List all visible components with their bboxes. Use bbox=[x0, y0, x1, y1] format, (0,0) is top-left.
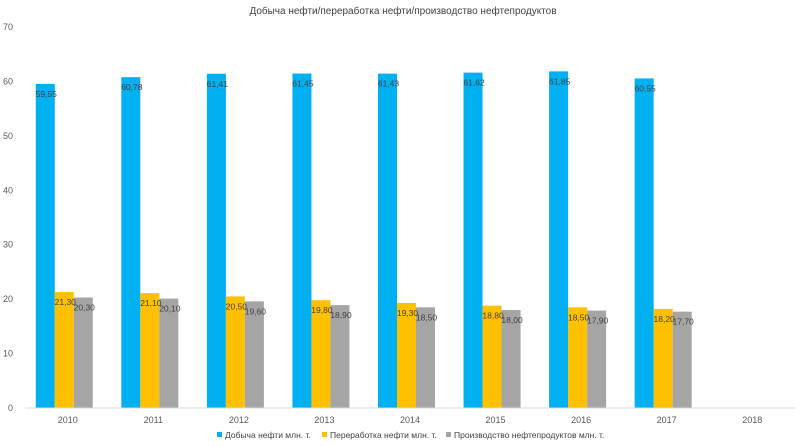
data-label: 20,30 bbox=[74, 303, 96, 313]
y-tick-label: 0 bbox=[8, 403, 13, 413]
data-label: 18,50 bbox=[568, 312, 590, 322]
data-labels: 59,55 60,78 61,41 61,45 61,43 61,62 61,85 60,55… bbox=[36, 76, 694, 326]
bar-series-2 bbox=[501, 310, 521, 408]
data-label: 61,62 bbox=[463, 78, 485, 88]
data-label: 19,80 bbox=[311, 305, 333, 315]
bar-series-1 bbox=[568, 307, 588, 408]
x-tick-label: 2017 bbox=[657, 415, 677, 425]
bar-series-1 bbox=[225, 296, 245, 408]
legend-swatch bbox=[217, 432, 222, 437]
data-label: 60,78 bbox=[121, 82, 143, 92]
bar-series-2 bbox=[73, 297, 93, 408]
legend: Добыча нефти млн. т. Переработка нефти мл… bbox=[217, 430, 604, 440]
x-axis-ticks: 2010 2011 2012 2013 2014 2015 2016 2017 2018 bbox=[58, 415, 762, 425]
x-tick-label: 2015 bbox=[486, 415, 506, 425]
data-label: 20,10 bbox=[159, 304, 181, 314]
y-tick-label: 20 bbox=[3, 294, 13, 304]
bar-series-0 bbox=[463, 72, 483, 408]
bar-series-2 bbox=[587, 310, 607, 408]
bar-series-1 bbox=[653, 308, 673, 408]
data-label: 60,55 bbox=[635, 83, 657, 93]
y-tick-label: 60 bbox=[3, 76, 13, 86]
x-tick-label: 2016 bbox=[571, 415, 591, 425]
bar-series-0 bbox=[35, 83, 55, 408]
data-label: 61,41 bbox=[207, 79, 229, 89]
x-tick-label: 2011 bbox=[144, 415, 163, 425]
data-label: 17,70 bbox=[673, 317, 695, 327]
bar-series-0 bbox=[292, 73, 312, 408]
data-label: 18,50 bbox=[416, 312, 438, 322]
bar-series-0 bbox=[206, 73, 226, 408]
y-tick-label: 30 bbox=[3, 240, 13, 250]
data-label: 18,00 bbox=[501, 315, 523, 325]
x-tick-label: 2012 bbox=[229, 415, 249, 425]
chart-title: Добыча нефти/переработка нефти/производс… bbox=[249, 5, 556, 17]
bar-series-0 bbox=[121, 77, 141, 409]
data-label: 59,55 bbox=[36, 89, 58, 99]
legend-swatch bbox=[322, 432, 327, 437]
x-tick-label: 2010 bbox=[58, 415, 78, 425]
bar-series-2 bbox=[159, 298, 179, 408]
bar-series-2 bbox=[416, 307, 435, 408]
legend-swatch bbox=[446, 432, 451, 437]
data-label: 61,45 bbox=[292, 79, 314, 89]
bar-series-0 bbox=[549, 71, 569, 408]
bar-series-1 bbox=[397, 302, 416, 408]
bar-series-1 bbox=[140, 293, 160, 408]
data-label: 18,20 bbox=[654, 314, 676, 324]
bar-series-1 bbox=[482, 305, 502, 408]
data-label: 19,30 bbox=[397, 308, 419, 318]
legend-label: Добыча нефти млн. т. bbox=[225, 430, 311, 440]
y-tick-label: 10 bbox=[3, 349, 13, 359]
data-label: 17,90 bbox=[587, 316, 609, 326]
y-tick-label: 70 bbox=[3, 22, 13, 32]
y-tick-label: 50 bbox=[3, 131, 13, 141]
x-tick-label: 2013 bbox=[314, 415, 334, 425]
bar-series-2 bbox=[330, 305, 350, 408]
data-label: 19,60 bbox=[245, 306, 267, 316]
data-label: 61,85 bbox=[549, 76, 571, 86]
data-label: 18,90 bbox=[330, 310, 352, 320]
bar-series-1 bbox=[311, 300, 331, 408]
y-axis-ticks: 0 10 20 30 40 50 60 70 bbox=[3, 22, 13, 413]
data-label: 20,50 bbox=[226, 301, 248, 311]
legend-label: Производство нефтепродуктов млн. т. bbox=[454, 430, 604, 440]
bar-series-2 bbox=[244, 301, 264, 408]
y-tick-label: 40 bbox=[3, 185, 13, 195]
data-label: 21,30 bbox=[55, 297, 77, 307]
legend-label: Переработка нефти млн. т. bbox=[330, 430, 437, 440]
x-tick-label: 2014 bbox=[400, 415, 420, 425]
bar-series-1 bbox=[54, 292, 74, 408]
bar-series-2 bbox=[672, 311, 692, 408]
bar-series-0 bbox=[634, 78, 654, 408]
x-tick-label: 2018 bbox=[742, 415, 762, 425]
data-label: 18,80 bbox=[482, 311, 504, 321]
bar-series-0 bbox=[378, 73, 397, 408]
data-label: 21,10 bbox=[140, 298, 162, 308]
data-label: 61,43 bbox=[378, 79, 400, 89]
bars bbox=[35, 71, 692, 409]
